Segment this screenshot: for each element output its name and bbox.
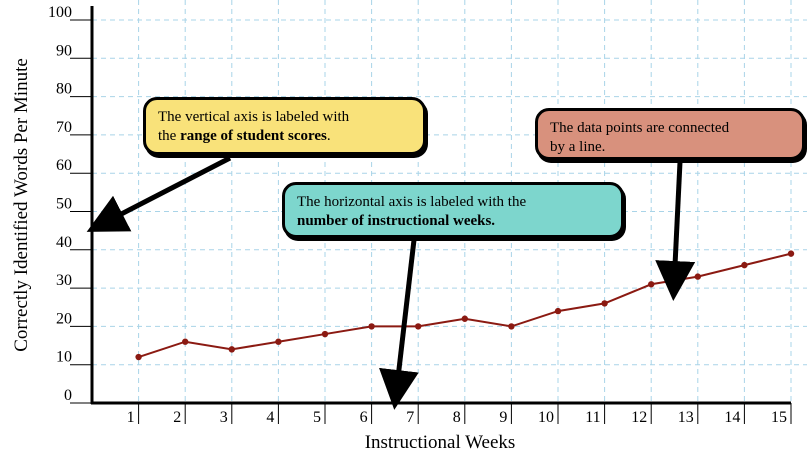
data-point — [648, 281, 655, 288]
data-point — [461, 315, 468, 322]
x-tick-label: 4 — [266, 409, 274, 426]
callout-line-2a: the — [158, 128, 181, 144]
x-axis-label: Instructional Weeks — [365, 432, 516, 453]
axes — [70, 6, 792, 424]
x-tick-label: 7 — [406, 409, 414, 426]
y-tick-label: 80 — [56, 81, 72, 98]
x-tick-label: 9 — [499, 409, 507, 426]
x-tick-label: 14 — [724, 409, 740, 426]
x-tick-label: 11 — [585, 409, 600, 426]
callout-line-2: number of instructional weeks. — [297, 213, 496, 229]
callout-line-1: The vertical axis is labeled with — [158, 109, 350, 125]
x-tick-label: 2 — [173, 409, 181, 426]
callout-vertical-axis: The vertical axis is labeled with the ra… — [143, 97, 426, 155]
x-tick-label: 10 — [538, 409, 554, 426]
x-tick-label: 8 — [453, 409, 461, 426]
data-point — [321, 330, 329, 338]
y-tick-label: 100 — [48, 4, 72, 21]
callout-line-2c: . — [326, 128, 331, 144]
y-tick-label: 90 — [56, 42, 72, 59]
data-point — [787, 250, 795, 257]
callout-arrows — [86, 155, 696, 410]
x-tick-label: 3 — [220, 409, 228, 426]
callout-line-1: The horizontal axis is labeled with the — [297, 194, 527, 210]
data-point — [368, 323, 375, 330]
callout-horizontal-axis: The horizontal axis is labeled with the … — [282, 182, 624, 238]
arrow-data-points — [655, 161, 696, 301]
y-tick-label: 60 — [56, 157, 72, 174]
data-point — [694, 273, 701, 280]
y-tick-label: 10 — [56, 349, 72, 366]
x-tick-labels: 1 2 3 4 5 6 7 8 9 10 11 12 13 14 15 — [127, 409, 787, 426]
data-point — [228, 346, 235, 353]
data-point — [135, 353, 142, 361]
x-tick-label: 1 — [127, 409, 135, 426]
callout-line-1: The data points are connected — [550, 120, 730, 136]
data-point — [554, 307, 562, 315]
x-tick-label: 13 — [678, 409, 694, 426]
callout-line-2b: range of student scores — [180, 128, 327, 144]
callout-line-2: by a line. — [550, 139, 606, 155]
arrow-vertical-axis — [86, 155, 232, 232]
x-tick-label: 5 — [313, 409, 321, 426]
y-tick-label: 40 — [56, 234, 72, 251]
data-point — [508, 323, 515, 330]
data-point — [415, 323, 422, 330]
arrow-horizontal-axis — [379, 239, 419, 410]
y-tick-label: 50 — [56, 196, 72, 213]
data-point — [741, 261, 748, 269]
data-point — [182, 338, 189, 345]
x-tick-label: 12 — [631, 409, 647, 426]
y-tick-labels: 0 10 20 30 40 50 60 70 80 90 100 — [48, 4, 72, 404]
data-point — [601, 300, 608, 307]
y-tick-label: 70 — [56, 119, 72, 136]
x-tick-label: 6 — [360, 409, 368, 426]
data-point — [275, 338, 282, 345]
series-line — [138, 252, 792, 358]
y-tick-label: 0 — [64, 387, 72, 404]
y-tick-label: 20 — [56, 310, 72, 327]
y-axis-label: Correctly Identified Words Per Minute — [11, 58, 32, 352]
y-tick-label: 30 — [56, 272, 72, 289]
x-tick-label: 15 — [771, 409, 787, 426]
callout-data-points-connected: The data points are connected by a line. — [535, 108, 805, 160]
